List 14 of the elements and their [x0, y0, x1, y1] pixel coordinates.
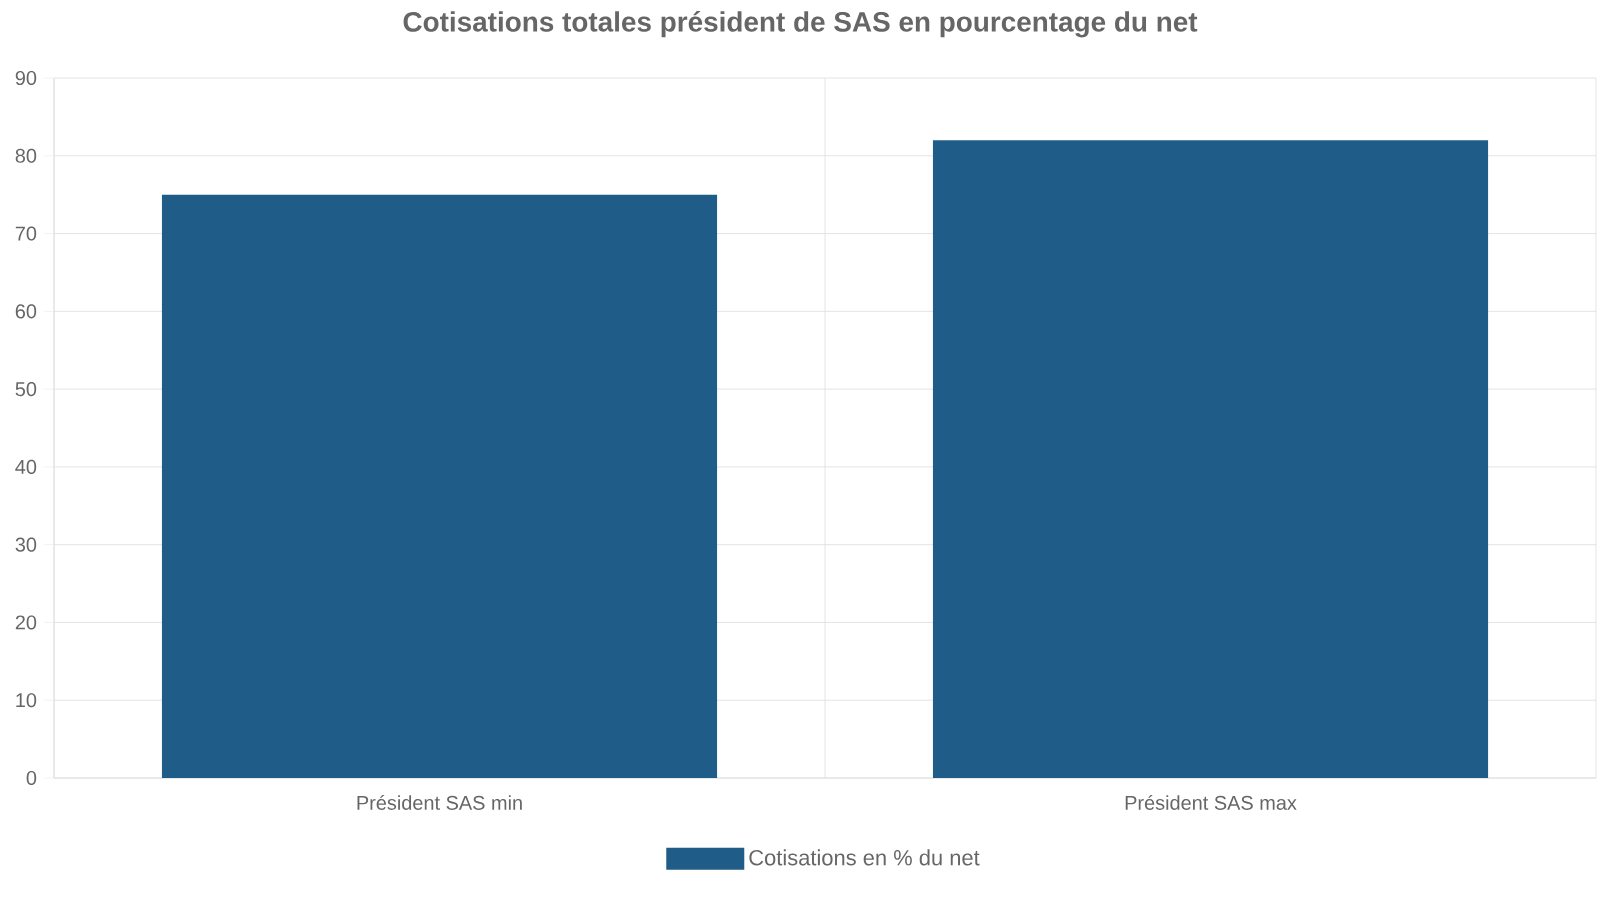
- y-tick-label: 50: [15, 382, 37, 397]
- y-tick-label: 20: [15, 615, 37, 630]
- y-tick-label: 70: [15, 226, 37, 241]
- y-tick-label: 80: [15, 148, 37, 163]
- y-tick-label: 30: [15, 537, 37, 552]
- y-tick-label: 90: [15, 70, 37, 86]
- y-tick-label: 40: [15, 459, 37, 474]
- y-tick-label: 0: [26, 770, 37, 786]
- chart-title: Cotisations totales président de SAS en pourcentage du net: [403, 11, 1198, 38]
- x-tick-label: Président SAS min: [357, 795, 522, 810]
- y-tick-label: 60: [15, 304, 37, 319]
- legend-label: Cotisations en % du net: [749, 849, 980, 866]
- x-tick-label: Président SAS max: [1125, 795, 1297, 810]
- y-tick-label: 10: [16, 693, 37, 708]
